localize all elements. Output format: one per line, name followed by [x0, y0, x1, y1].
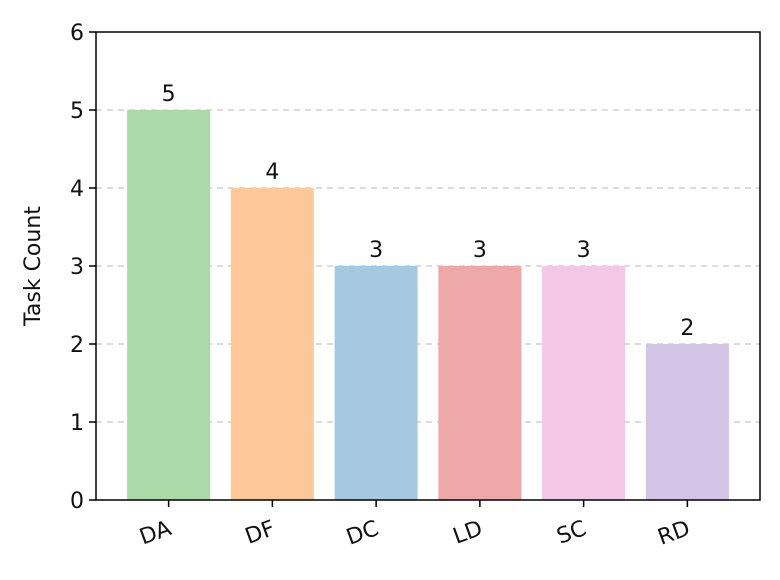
data-label-dc: 3 — [369, 238, 383, 263]
x-tick-label-sc: SC — [554, 516, 590, 550]
x-tick-label-ld: LD — [450, 516, 486, 549]
bar-df — [230, 188, 314, 500]
data-label-da: 5 — [162, 82, 176, 107]
y-axis: 0 1 2 3 4 5 6 — [70, 21, 96, 514]
x-axis: DA DF DC LD SC RD — [136, 500, 693, 551]
x-tick-label-rd: RD — [655, 516, 694, 551]
bar-rd — [645, 344, 729, 500]
data-label-df: 4 — [265, 160, 279, 185]
x-tick-label-da: DA — [136, 516, 174, 550]
bar-ld — [438, 266, 522, 500]
y-tick-label: 4 — [70, 177, 84, 202]
y-tick-label: 6 — [70, 21, 84, 46]
y-axis-title: Task Count — [21, 206, 46, 327]
y-tick-label: 3 — [70, 255, 84, 280]
data-label-rd: 2 — [680, 316, 694, 341]
bar-dc — [334, 266, 418, 500]
y-tick-label: 0 — [70, 489, 84, 514]
y-tick-label: 1 — [70, 411, 84, 436]
data-labels: 5 4 3 3 3 2 — [162, 82, 695, 341]
data-label-sc: 3 — [577, 238, 591, 263]
bar-sc — [542, 266, 626, 500]
bars — [127, 110, 729, 500]
y-tick-label: 5 — [70, 99, 84, 124]
bar-da — [127, 110, 211, 500]
y-tick-label: 2 — [70, 333, 84, 358]
x-tick-label-df: DF — [242, 516, 278, 550]
data-label-ld: 3 — [473, 238, 487, 263]
x-tick-label-dc: DC — [343, 516, 382, 551]
